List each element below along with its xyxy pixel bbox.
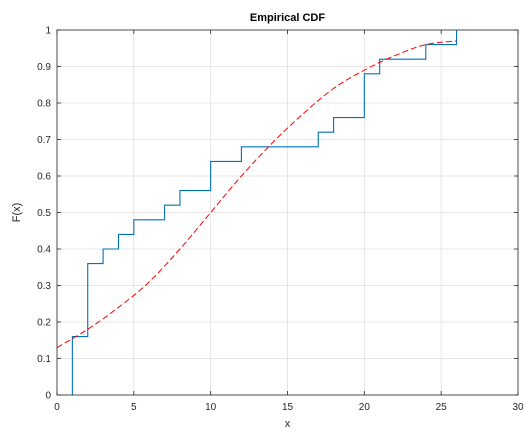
y-tick-label: 0 [45,391,51,402]
x-axis-label: x [285,418,291,430]
y-tick-label: 1 [45,26,51,37]
y-tick-label: 0.7 [37,135,51,146]
x-tick-label: 15 [282,402,294,413]
x-tick-label: 25 [436,402,448,413]
y-ticks: 0 0.1 0.2 0.3 0.4 0.5 0.6 0.7 0.8 0.9 1 [37,26,518,402]
y-tick-label: 0.2 [37,318,51,329]
y-tick-label: 0.8 [37,99,51,110]
x-ticks: 0 5 10 15 20 25 30 [54,30,524,413]
ecdf-step-series [71,30,458,395]
y-tick-label: 0.4 [37,245,51,256]
x-tick-label: 5 [131,402,137,413]
grid [56,29,519,396]
x-tick-label: 0 [54,402,60,413]
y-tick-label: 0.6 [37,172,51,183]
series-layer [56,30,458,395]
y-tick-label: 0.1 [37,354,51,365]
y-tick-label: 0.3 [37,281,51,292]
x-tick-label: 20 [359,402,371,413]
y-tick-label: 0.5 [37,208,51,219]
fitted-cdf-dashed-series [56,40,457,348]
x-tick-label: 30 [512,402,524,413]
chart-title: Empirical CDF [250,12,325,24]
x-tick-label: 10 [205,402,217,413]
y-tick-label: 0.9 [37,62,51,73]
y-axis-label: F(x) [11,203,23,223]
